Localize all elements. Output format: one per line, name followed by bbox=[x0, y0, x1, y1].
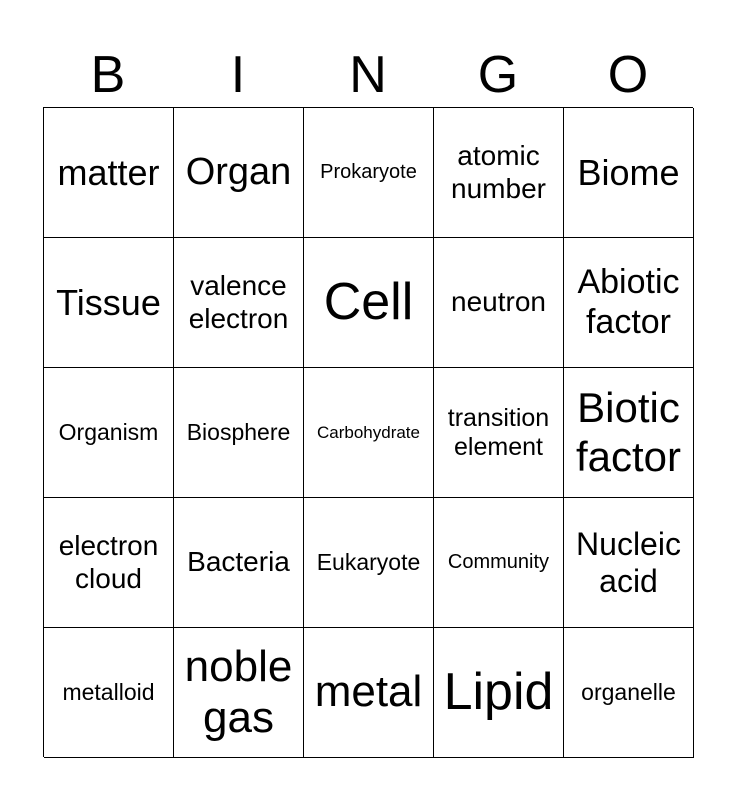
bingo-cell[interactable]: Lipid bbox=[434, 628, 564, 758]
bingo-cell[interactable]: valence electron bbox=[174, 238, 304, 368]
bingo-header: B I N G O bbox=[43, 44, 693, 106]
bingo-cell[interactable]: organelle bbox=[564, 628, 694, 758]
bingo-cell[interactable]: Biosphere bbox=[174, 368, 304, 498]
bingo-cell[interactable]: Eukaryote bbox=[304, 498, 434, 628]
bingo-cell[interactable]: noble gas bbox=[174, 628, 304, 758]
bingo-cell[interactable]: Cell bbox=[304, 238, 434, 368]
bingo-cell[interactable]: electron cloud bbox=[44, 498, 174, 628]
header-letter-i: I bbox=[230, 46, 246, 104]
header-letter-g: G bbox=[477, 46, 519, 104]
header-letter-o: O bbox=[607, 46, 649, 104]
bingo-cell[interactable]: Organism bbox=[44, 368, 174, 498]
bingo-cell[interactable]: Tissue bbox=[44, 238, 174, 368]
bingo-cell[interactable]: atomic number bbox=[434, 108, 564, 238]
bingo-cell[interactable]: Organ bbox=[174, 108, 304, 238]
header-letter-b: B bbox=[90, 46, 126, 104]
header-letter-n: N bbox=[349, 46, 387, 104]
bingo-cell[interactable]: Abiotic factor bbox=[564, 238, 694, 368]
bingo-cell[interactable]: Biotic factor bbox=[564, 368, 694, 498]
bingo-cell[interactable]: Nucleic acid bbox=[564, 498, 694, 628]
bingo-cell[interactable]: Community bbox=[434, 498, 564, 628]
bingo-cell[interactable]: metalloid bbox=[44, 628, 174, 758]
bingo-cell[interactable]: metal bbox=[304, 628, 434, 758]
bingo-cell[interactable]: matter bbox=[44, 108, 174, 238]
bingo-cell[interactable]: Carbohydrate bbox=[304, 368, 434, 498]
bingo-cell[interactable]: Biome bbox=[564, 108, 694, 238]
bingo-cell[interactable]: Prokaryote bbox=[304, 108, 434, 238]
bingo-cell[interactable]: Bacteria bbox=[174, 498, 304, 628]
bingo-cell[interactable]: transition element bbox=[434, 368, 564, 498]
bingo-grid: matter Organ Prokaryote atomic number Bi… bbox=[43, 107, 694, 758]
bingo-cell[interactable]: neutron bbox=[434, 238, 564, 368]
